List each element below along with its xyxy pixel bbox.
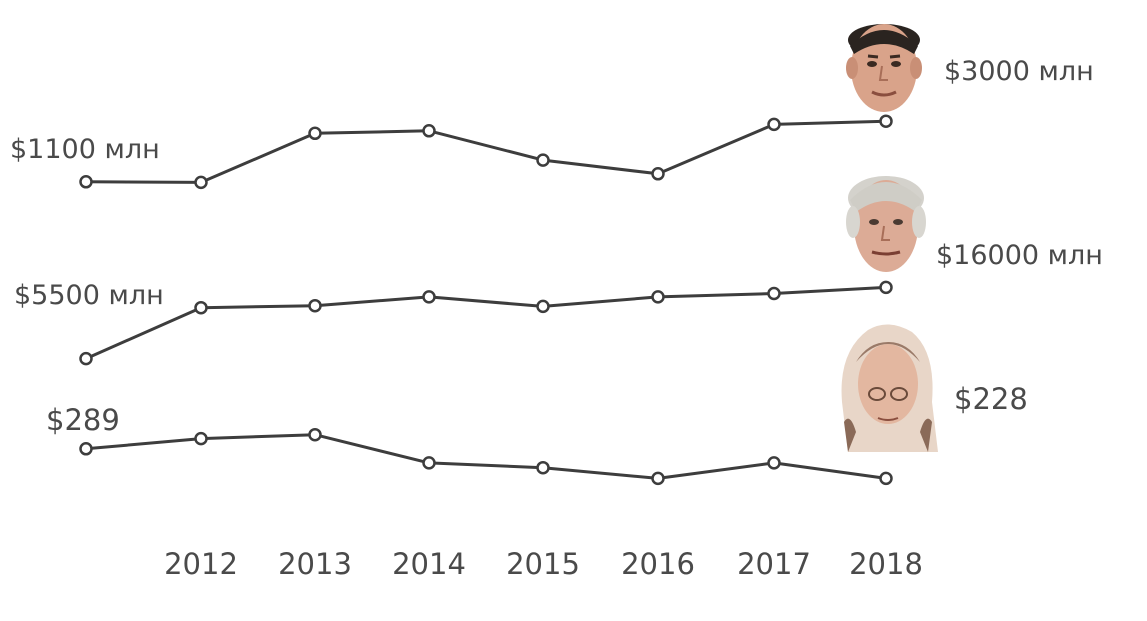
series-1-point-2017 [767, 117, 781, 132]
man-dark-hair-portrait-icon [846, 24, 922, 112]
elderly-woman-portrait-icon [841, 324, 938, 452]
series-1-point-2011 [79, 175, 93, 189]
series-1-point-2012 [194, 175, 208, 190]
series-3-point-2012 [194, 431, 208, 446]
series-3-end-label: $228 [954, 382, 1028, 416]
series-1-point-2014 [422, 124, 436, 138]
series-1-point-2013 [308, 126, 322, 141]
man-gray-hair-portrait-icon [846, 176, 926, 272]
series-2-point-2013 [308, 298, 322, 313]
series-2-point-2016 [651, 290, 665, 304]
x-tick-label-2014: 2014 [392, 547, 466, 581]
series-2-line [85, 285, 887, 360]
series-2-point-2015 [536, 299, 550, 314]
series-1-point-2015 [536, 153, 550, 167]
series-3-point-2018 [879, 471, 893, 486]
series-2-start-label: $5500 млн [14, 280, 164, 311]
x-tick-label-2012: 2012 [164, 547, 238, 581]
series-1-point-2016 [651, 167, 665, 181]
series-1-start-label: $1100 млн [10, 134, 160, 165]
series-2-point-2012 [194, 300, 208, 315]
series-3-line [85, 433, 887, 480]
series-3-start-label: $289 [46, 403, 120, 437]
series-3-point-2011 [79, 442, 93, 456]
x-tick-label-2015: 2015 [506, 547, 580, 581]
series-1-end-label: $3000 млн [944, 56, 1094, 87]
x-tick-label-2017: 2017 [737, 547, 811, 581]
series-1-point-2018 [879, 114, 893, 128]
x-tick-label-2013: 2013 [278, 547, 352, 581]
series-2-point-2014 [422, 290, 436, 304]
series-2-point-2017 [767, 286, 781, 301]
series-3-point-2017 [767, 456, 781, 470]
series-3-point-2014 [422, 456, 436, 470]
series-2-point-2018 [879, 280, 893, 295]
x-tick-label-2018: 2018 [849, 547, 923, 581]
series-2-point-2011 [79, 351, 93, 366]
series-2-end-label: $16000 млн [936, 240, 1103, 271]
series-1-line [85, 119, 887, 184]
series-3-point-2015 [536, 460, 550, 475]
x-tick-label-2016: 2016 [621, 547, 695, 581]
series-3-point-2016 [651, 471, 665, 486]
series-3-point-2013 [308, 427, 322, 442]
